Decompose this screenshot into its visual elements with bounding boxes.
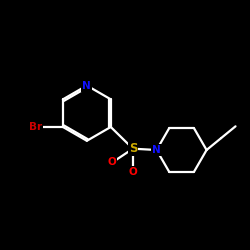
Text: Br: Br: [29, 122, 42, 132]
Text: N: N: [82, 80, 91, 90]
Text: O: O: [128, 167, 137, 177]
Text: N: N: [152, 145, 161, 155]
Text: S: S: [129, 142, 137, 155]
Text: O: O: [108, 157, 116, 167]
